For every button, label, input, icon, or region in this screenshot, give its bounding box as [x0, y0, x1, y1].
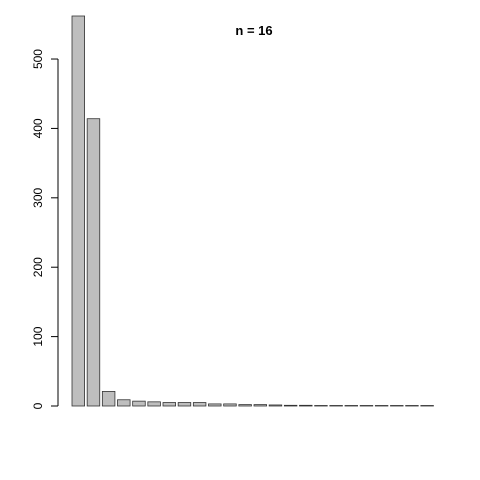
y-tick-label: 100 [31, 326, 45, 346]
bar-11 [223, 403, 237, 407]
bar-15 [283, 404, 298, 407]
bar-14 [268, 404, 283, 407]
bar-8 [177, 402, 192, 407]
y-tick-label: 300 [31, 187, 45, 207]
y-tick-label: 400 [31, 118, 45, 138]
bar-10 [208, 403, 222, 407]
bar-22 [390, 405, 404, 407]
bar-2 [86, 118, 101, 407]
bar-19 [344, 405, 358, 407]
bar-series [71, 15, 434, 407]
bar-13 [253, 404, 267, 407]
bar-3 [101, 391, 116, 407]
bar-12 [238, 404, 252, 407]
bar-18 [329, 405, 343, 407]
y-tick-label: 0 [31, 402, 45, 409]
y-tick-label: 500 [31, 49, 45, 69]
bar-4 [117, 399, 131, 407]
bar-9 [192, 402, 207, 407]
bar-5 [132, 400, 146, 407]
bar-23 [405, 405, 419, 407]
bar-7 [162, 402, 176, 407]
bar-21 [374, 405, 389, 407]
chart-title: n = 16 [235, 23, 272, 38]
y-axis: 0 100 200 300 400 500 [31, 49, 59, 409]
bar-17 [314, 405, 328, 407]
y-tick-label: 200 [31, 257, 45, 277]
bar-24 [420, 405, 434, 407]
bar-16 [299, 404, 313, 407]
bar-6 [147, 401, 161, 407]
bar-1 [71, 15, 85, 407]
bar-20 [359, 405, 374, 407]
